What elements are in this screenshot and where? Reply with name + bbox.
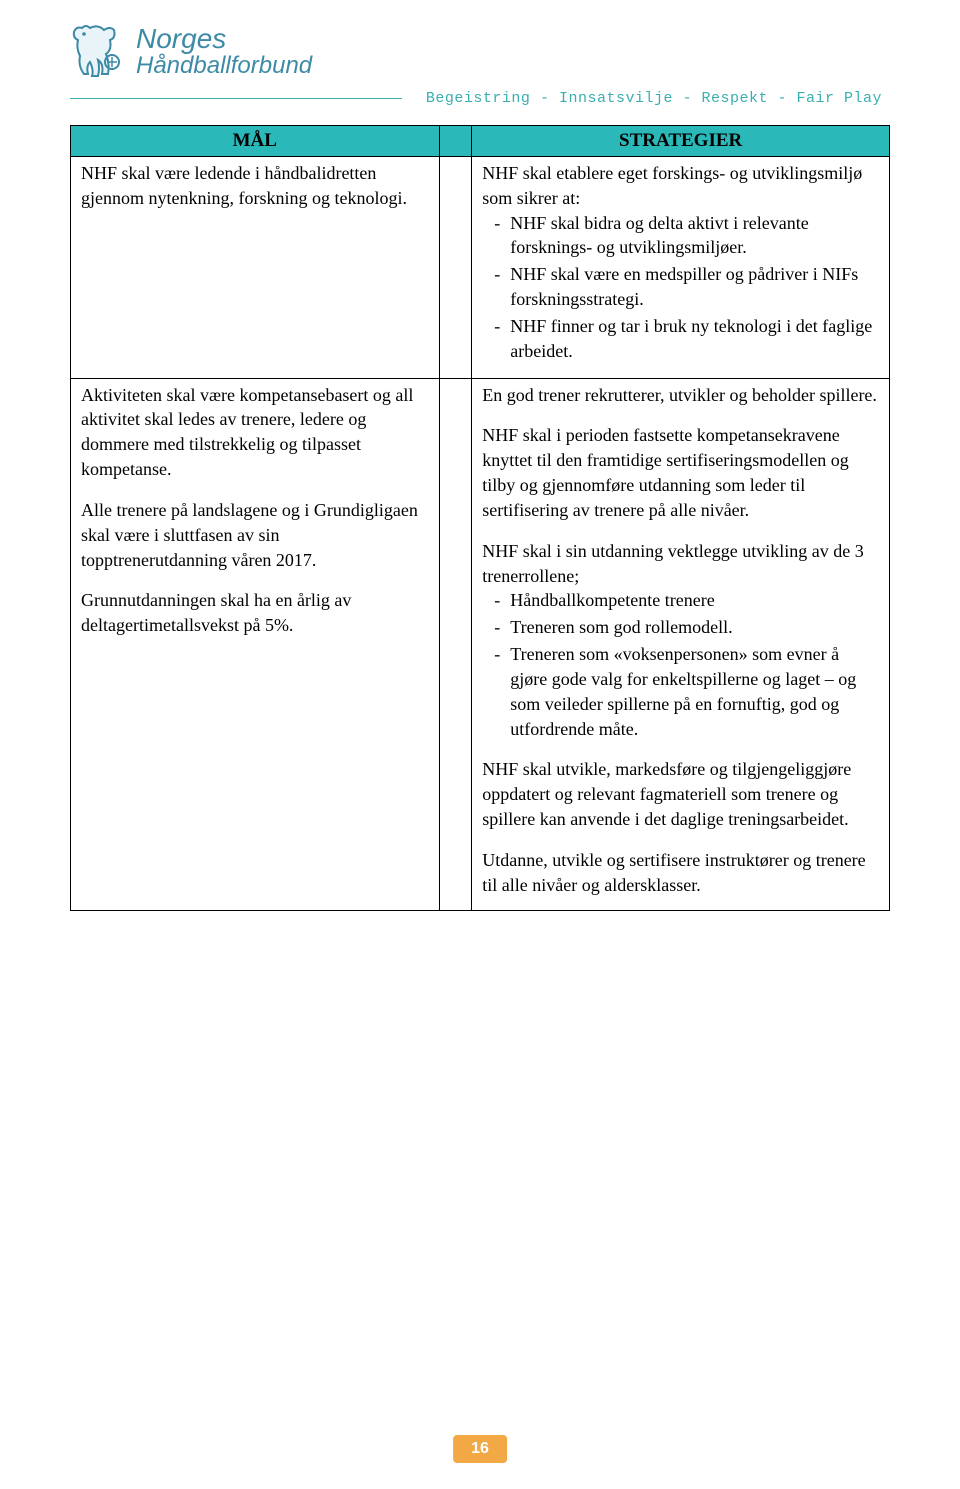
paragraph: NHF skal i perioden fastsette kompetanse… — [482, 423, 879, 522]
paragraph: NHF skal være ledende i håndbalidretten … — [81, 161, 429, 211]
motto-text: Begeistring - Innsatsvilje - Respekt - F… — [402, 90, 890, 107]
bullet-item: Treneren som «voksenpersonen» som evner … — [482, 642, 879, 741]
paragraph: NHF skal etablere eget forskings- og utv… — [482, 161, 879, 211]
paragraph: Aktiviteten skal være kompetansebasert o… — [81, 383, 429, 482]
logo-polar-bear-icon — [70, 20, 126, 82]
brand-name: Norges Håndballforbund — [136, 24, 312, 79]
table-header-spacer — [439, 126, 472, 157]
bullet-item: NHF skal bidra og delta aktivt i relevan… — [482, 211, 879, 261]
brand-line-2: Håndballforbund — [136, 53, 312, 78]
paragraph: Grunnutdanningen skal ha en årlig av del… — [81, 588, 429, 638]
table-row: NHF skal være ledende i håndbalidretten … — [71, 157, 890, 379]
brand-line-1: Norges — [136, 24, 312, 53]
page-header: Norges Håndballforbund — [70, 20, 890, 82]
strategy-cell: NHF skal etablere eget forskings- og utv… — [472, 157, 890, 379]
goals-strategies-table: MÅL STRATEGIER NHF skal være ledende i h… — [70, 125, 890, 911]
bullet-list: NHF skal bidra og delta aktivt i relevan… — [482, 211, 879, 364]
table-row: Aktiviteten skal være kompetansebasert o… — [71, 378, 890, 910]
header-divider-row: Begeistring - Innsatsvilje - Respekt - F… — [70, 90, 890, 107]
strategy-cell: En god trener rekrutterer, utvikler og b… — [472, 378, 890, 910]
bullet-list: Håndballkompetente trenere Treneren som … — [482, 588, 879, 741]
header-divider-line — [70, 98, 402, 99]
paragraph: Utdanne, utvikle og sertifisere instrukt… — [482, 848, 879, 898]
spacer-cell — [439, 157, 472, 379]
paragraph: NHF skal i sin utdanning vektlegge utvik… — [482, 539, 879, 589]
bullet-item: NHF skal være en medspiller og pådriver … — [482, 262, 879, 312]
spacer-cell — [439, 378, 472, 910]
paragraph: NHF skal utvikle, markedsføre og tilgjen… — [482, 757, 879, 831]
goal-cell: Aktiviteten skal være kompetansebasert o… — [71, 378, 440, 910]
bullet-item: Treneren som god rollemodell. — [482, 615, 879, 640]
goal-cell: NHF skal være ledende i håndbalidretten … — [71, 157, 440, 379]
table-header-goals: MÅL — [71, 126, 440, 157]
paragraph: En god trener rekrutterer, utvikler og b… — [482, 383, 879, 408]
table-header-strategies: STRATEGIER — [472, 126, 890, 157]
bullet-item: Håndballkompetente trenere — [482, 588, 879, 613]
paragraph: Alle trenere på landslagene og i Grundig… — [81, 498, 429, 572]
bullet-item: NHF finner og tar i bruk ny teknologi i … — [482, 314, 879, 364]
page-number-badge: 16 — [453, 1435, 507, 1463]
